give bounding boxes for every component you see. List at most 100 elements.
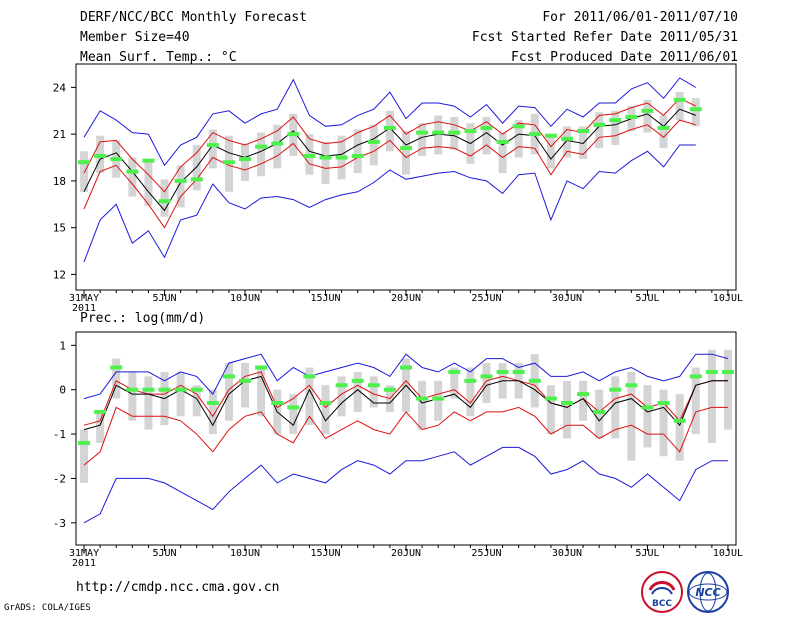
ncc-logo-text: NCC: [695, 586, 720, 599]
precip-mean-marker: [528, 378, 541, 383]
temp-range-box: [498, 132, 507, 174]
precip-range-box: [96, 411, 105, 443]
temp-xtick-label: 20JUN: [391, 293, 421, 304]
source-url[interactable]: http://cmdp.ncc.cma.gov.cn: [76, 580, 280, 595]
temp-range-box: [402, 131, 410, 175]
precip-xtick-label: 10JUN: [230, 548, 260, 559]
temp-mean-marker: [94, 153, 107, 158]
temp-mean-marker: [673, 97, 686, 102]
temp-mean-marker: [222, 160, 235, 165]
precip-ytick-label: -1: [53, 428, 66, 441]
temp-mean-marker: [512, 124, 525, 129]
temp-mean-marker: [174, 178, 187, 183]
temp-mean-marker: [206, 143, 219, 148]
bcc-logo: BCC: [641, 571, 683, 613]
temp-range-box: [192, 145, 201, 191]
precip-upper-bound-line: [83, 353, 729, 400]
temp-mean-marker: [560, 136, 573, 141]
precip-xtick-label: 30JUN: [552, 548, 582, 559]
temp-range-box: [562, 126, 571, 158]
header-title: DERF/NCC/BCC Monthly Forecast: [80, 10, 307, 25]
precip-lower-quartile-line: [83, 406, 728, 466]
precip-range-box: [176, 371, 185, 417]
temp-range-box: [257, 132, 266, 177]
precip-range-box: [707, 349, 716, 443]
precip-range-box: [192, 385, 201, 417]
temp-range-box: [595, 112, 604, 149]
temp-year-label: 2011: [72, 303, 96, 314]
precip-mean-marker: [351, 378, 364, 383]
temp-range-box: [546, 134, 555, 169]
precip-mean-marker: [689, 374, 702, 379]
precip-mean-marker: [560, 401, 573, 405]
precip-range-box: [482, 363, 491, 403]
temp-range-box: [418, 123, 427, 156]
temp-xtick-label: 30JUN: [552, 293, 582, 304]
precip-range-box: [208, 389, 217, 435]
precip-range-box: [305, 367, 314, 426]
temp-mean-marker: [432, 130, 445, 135]
precip-mean-marker: [609, 387, 622, 392]
temp-range-box: [144, 160, 153, 206]
temp-range-box: [353, 129, 362, 174]
precip-mean-marker: [400, 365, 412, 370]
temp-mean-marker: [255, 144, 268, 149]
temp-mean-marker: [400, 146, 412, 151]
precip-panel: -3 -2 -1 0 1 31MAY 5JUN 10JUN 15JUN 20JUN 25JUN 30J…: [53, 331, 743, 569]
precip-mean-marker: [577, 392, 590, 397]
precip-mean-marker: [110, 365, 123, 370]
temp-xtick-label: 25JUN: [471, 293, 501, 304]
temp-range-box: [514, 120, 523, 158]
temp-mean-marker: [271, 141, 284, 146]
temp-range-box: [659, 115, 668, 149]
precip-mean-marker: [544, 396, 557, 401]
precip-range-box: [337, 376, 346, 417]
precip-range-box: [595, 389, 604, 439]
precip-ytick-label: 1: [59, 339, 66, 352]
temp-mean-marker: [351, 153, 364, 158]
precip-mean-marker: [448, 369, 461, 374]
temp-range-box: [385, 110, 394, 152]
precip-range-box: [257, 367, 266, 417]
precip-mean-marker: [190, 387, 203, 392]
header-period: For 2011/06/01-2011/07/10: [542, 10, 738, 25]
temp-mean-marker: [657, 125, 670, 130]
temp-range-box: [369, 124, 378, 166]
precip-range-box: [80, 429, 89, 483]
temp-mean-marker: [190, 177, 203, 182]
precip-mean-marker: [142, 387, 155, 392]
temp-range-box: [241, 143, 250, 181]
temp-range-box: [321, 141, 330, 185]
precip-mean-marker: [222, 374, 235, 379]
precip-xtick-label: 25JUN: [471, 548, 501, 559]
temp-mean-marker: [464, 129, 477, 134]
temp-xtick-label: 10JUL: [713, 293, 743, 304]
temp-mean-marker: [416, 130, 429, 135]
precip-mean-marker: [480, 374, 493, 379]
precip-range-box: [418, 380, 427, 430]
precip-range-box: [224, 363, 233, 421]
precip-mean-marker: [303, 374, 316, 379]
precip-range-box: [128, 371, 137, 421]
precip-xtick-label: 15JUN: [310, 548, 340, 559]
precip-range-box: [659, 389, 668, 457]
temp-range-box: [128, 157, 137, 197]
header-right: For 2011/06/01-2011/07/10 Fcst Started R…: [472, 8, 738, 68]
temp-range-box: [434, 115, 443, 155]
precip-mean-marker: [383, 387, 396, 392]
precip-mean-marker: [319, 401, 332, 405]
temp-range-box: [675, 92, 684, 121]
precip-ytick-label: -3: [53, 517, 66, 530]
temp-mean-marker: [319, 155, 332, 160]
precip-range-box: [562, 380, 571, 439]
temp-range-box: [482, 116, 491, 155]
precip-range-box: [643, 385, 652, 448]
precip-mean-marker: [657, 401, 670, 405]
precip-mean-marker: [126, 387, 139, 392]
temp-range-box: [691, 98, 700, 127]
precip-xtick-label: 5JUL: [635, 548, 659, 559]
precip-range-box: [723, 349, 732, 430]
temp-ytick-label: 21: [53, 128, 66, 141]
precip-mean-marker: [721, 369, 734, 374]
